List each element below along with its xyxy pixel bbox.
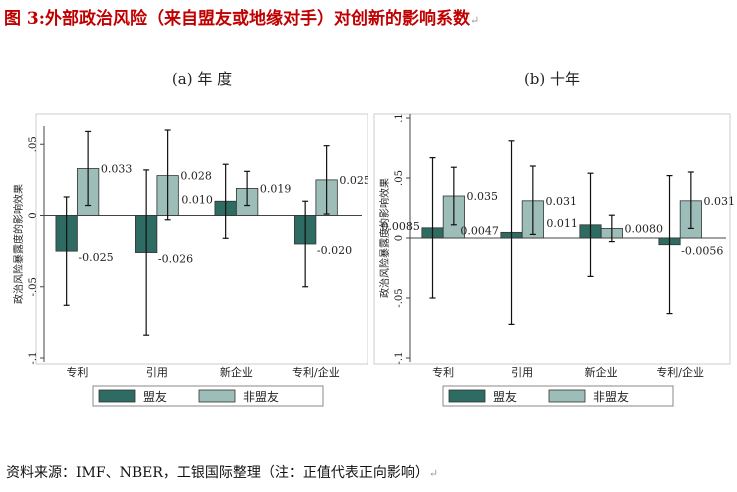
y-tick-label: -.05 xyxy=(394,288,405,307)
data-label: 0.033 xyxy=(101,162,133,175)
data-label: 0.031 xyxy=(546,195,578,208)
data-label: -0.020 xyxy=(317,244,352,257)
category-label: 专利/企业 xyxy=(656,365,704,379)
data-label: 0.0047 xyxy=(460,224,499,237)
data-label: 0.0085 xyxy=(381,220,420,233)
legend-swatch-ally xyxy=(448,389,486,403)
category-label: 引用 xyxy=(146,365,168,379)
legend-swatch-ally xyxy=(98,389,136,403)
data-label: 0.028 xyxy=(180,170,212,183)
y-tick-label: -.1 xyxy=(28,352,39,365)
category-label: 专利 xyxy=(432,365,454,379)
chart-title: (a) 年 度 xyxy=(172,70,232,88)
y-tick-label: .05 xyxy=(394,170,405,186)
data-label: -0.026 xyxy=(158,253,193,266)
data-label: -0.025 xyxy=(78,251,113,264)
data-label: 0.011 xyxy=(546,217,578,230)
paragraph-mark: ↵ xyxy=(428,467,439,480)
data-label: 0.035 xyxy=(467,190,499,203)
legend-swatch-nonally xyxy=(548,389,586,403)
data-label: 0.0080 xyxy=(625,222,664,235)
legend-swatch-nonally xyxy=(198,389,236,403)
chart-a-svg: (a) 年 度 -.1 -.05 0 .05 政治风险暴露度的影响效果 -0.025 0.03… xyxy=(12,70,368,407)
y-axis-label: 政治风险暴露度的影响效果 xyxy=(378,178,391,298)
chart-panel-b: (b) 十年 -.1 -.05 0 .05 .1 政治风险暴露度的影响效果 0.0085 0.0… xyxy=(368,58,736,420)
y-tick-label: .1 xyxy=(394,113,405,123)
data-label: -0.0056 xyxy=(681,245,723,258)
category-label: 新企业 xyxy=(220,365,253,379)
plot-frame xyxy=(35,113,368,365)
data-label: 0.025 xyxy=(339,174,368,187)
data-label: 0.010 xyxy=(181,193,213,206)
y-tick-label: -.05 xyxy=(28,277,39,296)
category-label: 专利 xyxy=(66,365,88,379)
y-tick-label: .05 xyxy=(28,136,39,152)
legend-label-ally: 盟友 xyxy=(493,390,517,404)
legend-label-nonally: 非盟友 xyxy=(243,390,279,404)
legend-label-nonally: 非盟友 xyxy=(593,390,629,404)
data-label: 0.019 xyxy=(260,182,292,195)
paragraph-mark: ↵ xyxy=(470,14,480,27)
category-label: 新企业 xyxy=(585,365,618,379)
category-label: 专利/企业 xyxy=(292,365,340,379)
category-label: 引用 xyxy=(511,365,533,379)
chart-panel-a: (a) 年 度 -.1 -.05 0 .05 政治风险暴露度的影响效果 -0.025 0.03… xyxy=(0,58,368,420)
y-tick-label: -.1 xyxy=(394,352,405,365)
source-note: 资料来源：IMF、NBER，工银国际整理（注：正值代表正向影响）↵ xyxy=(6,465,439,481)
data-label: 0.031 xyxy=(704,195,736,208)
plot-frame xyxy=(373,113,731,365)
y-tick-label: 0 xyxy=(394,235,405,241)
chart-title: (b) 十年 xyxy=(524,70,580,88)
legend-label-ally: 盟友 xyxy=(143,390,167,404)
figure-title: 图 3:外部政治风险（来自盟友或地缘对手）对创新的影响系数↵ xyxy=(4,9,480,29)
y-axis-label: 政治风险暴露度的影响效果 xyxy=(12,184,25,304)
y-tick-label: 0 xyxy=(28,212,39,218)
